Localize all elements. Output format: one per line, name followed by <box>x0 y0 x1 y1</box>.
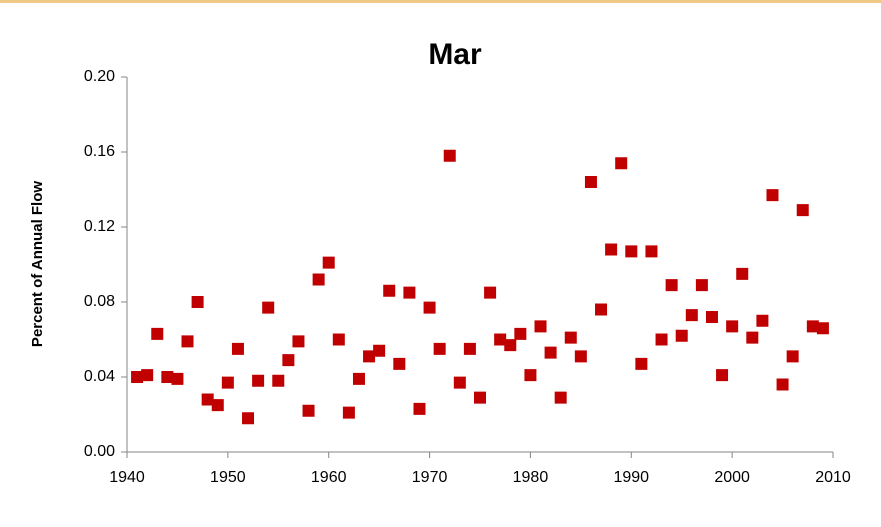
y-tick-label: 0.00 <box>84 443 115 460</box>
point <box>413 402 426 415</box>
point <box>685 309 698 322</box>
point <box>635 357 648 370</box>
point <box>282 354 295 367</box>
point <box>806 320 819 333</box>
x-tick-label: 2010 <box>815 469 851 486</box>
point <box>161 371 174 383</box>
point <box>776 378 789 391</box>
point <box>231 342 244 355</box>
point <box>584 176 597 188</box>
y-axis-label: Percent of Annual Flow <box>29 181 46 347</box>
point <box>595 303 608 316</box>
point <box>322 256 335 269</box>
point <box>252 374 265 387</box>
point <box>766 189 779 202</box>
y-tick-label: 0.04 <box>84 368 115 385</box>
point <box>695 279 708 292</box>
chart-title: Mar <box>428 38 482 71</box>
point <box>332 333 345 346</box>
point <box>383 284 396 297</box>
point <box>544 346 557 359</box>
point <box>494 333 507 346</box>
point <box>272 374 285 387</box>
x-tick-label: 1980 <box>513 469 549 486</box>
point <box>786 350 799 363</box>
y-tick-label: 0.08 <box>84 293 115 310</box>
point <box>211 399 224 412</box>
point <box>726 320 739 333</box>
point <box>312 273 325 286</box>
point <box>484 286 497 299</box>
point <box>221 376 234 389</box>
point <box>201 393 214 406</box>
top-border <box>0 0 881 3</box>
point <box>655 333 668 346</box>
point <box>242 412 255 425</box>
x-tick-label: 1960 <box>311 469 347 486</box>
point <box>463 342 476 355</box>
point <box>363 350 376 363</box>
point <box>191 296 204 308</box>
point <box>615 157 628 170</box>
point <box>141 369 154 382</box>
point <box>645 245 658 258</box>
point <box>736 267 749 280</box>
point <box>605 243 618 256</box>
point <box>756 314 769 327</box>
y-tick-label: 0.12 <box>84 218 115 235</box>
point <box>816 322 829 335</box>
point <box>675 329 688 342</box>
point <box>574 350 587 363</box>
point <box>564 331 577 344</box>
x-tick-label: 1990 <box>613 469 649 486</box>
point <box>504 339 517 352</box>
point <box>474 391 486 404</box>
point <box>262 301 275 314</box>
y-tick-label: 0.16 <box>84 143 115 160</box>
x-tick-label: 1940 <box>109 469 145 486</box>
point <box>443 149 456 162</box>
point <box>524 369 537 382</box>
x-tick-label: 1970 <box>412 469 448 486</box>
point <box>352 372 365 385</box>
point <box>131 371 144 383</box>
point <box>342 406 355 419</box>
point <box>625 245 638 258</box>
point <box>302 404 315 417</box>
x-tick-label: 2000 <box>714 469 750 486</box>
point <box>453 376 466 389</box>
point <box>554 391 567 404</box>
point <box>665 279 678 292</box>
point <box>423 301 436 314</box>
point <box>373 344 386 357</box>
point <box>705 311 718 323</box>
point <box>716 369 729 382</box>
point <box>534 320 547 333</box>
point <box>151 327 164 340</box>
point <box>393 357 406 370</box>
point <box>181 335 194 348</box>
point <box>514 327 527 340</box>
point <box>796 204 809 217</box>
point <box>171 372 184 385</box>
y-tick-label: 0.20 <box>84 68 115 85</box>
point <box>433 342 446 355</box>
point <box>403 286 416 299</box>
point <box>746 331 759 344</box>
point <box>292 335 305 348</box>
x-tick-label: 1950 <box>210 469 246 486</box>
